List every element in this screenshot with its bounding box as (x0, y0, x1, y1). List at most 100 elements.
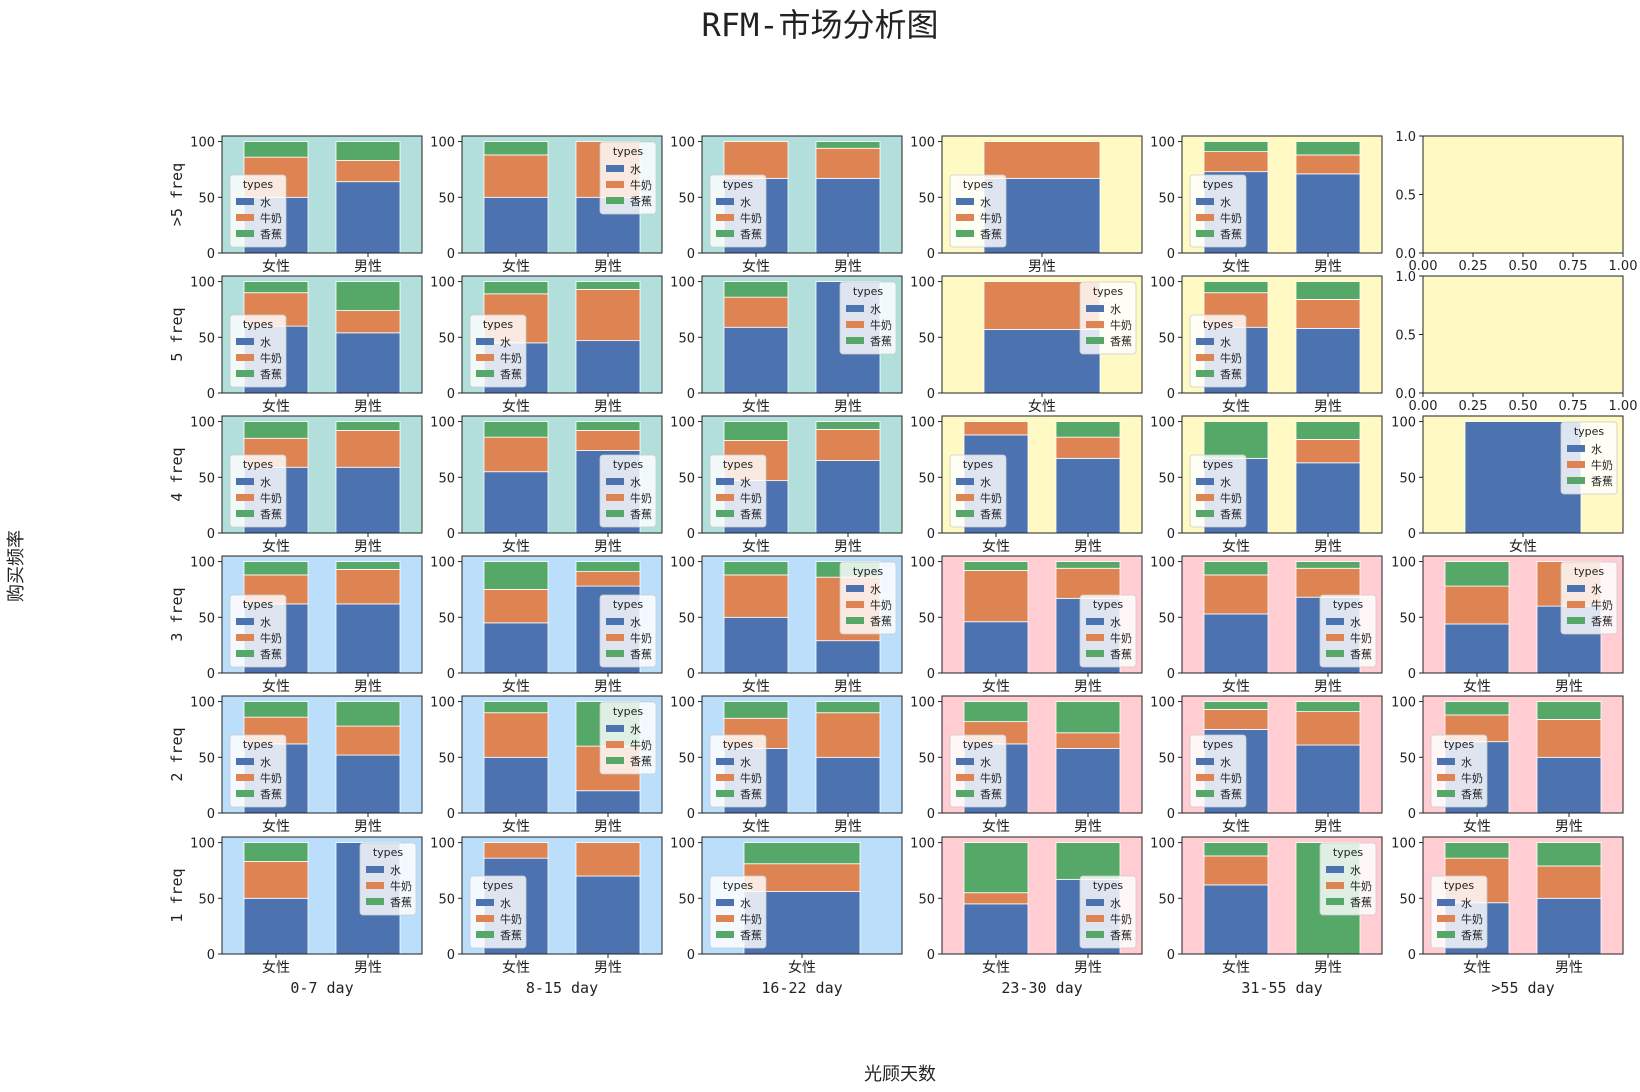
bar-segment-milk (723, 141, 789, 179)
legend-label: 香蕉 (630, 648, 652, 661)
y-tick-label: 50 (1399, 611, 1416, 626)
panel-frame (701, 275, 903, 394)
bar-segment-milk (483, 589, 549, 624)
bar-segment-milk (1055, 732, 1121, 749)
y-tick-label: 0 (447, 948, 455, 963)
legend-box (949, 454, 1007, 528)
y-tick-label: 1.0 (1395, 270, 1416, 285)
panel-frame (221, 135, 423, 254)
legend-swatch (606, 741, 624, 748)
x-category-label: 女性 (982, 678, 1010, 695)
legend-label: 水 (1220, 196, 1231, 209)
x-category-label: 女性 (262, 398, 290, 415)
legend-title: types (1203, 318, 1234, 331)
y-tick-label: 50 (198, 331, 215, 346)
bar-segment-milk (1295, 567, 1361, 598)
bar-segment-milk (963, 892, 1029, 905)
bar-segment-water (335, 332, 401, 394)
y-tick-label: 50 (1158, 471, 1175, 486)
legend-label: 香蕉 (260, 368, 282, 381)
legend-swatch (1086, 618, 1104, 625)
bar-segment-banana (1055, 561, 1121, 569)
y-tick-label: 100 (1391, 837, 1416, 852)
x-category-label: 男性 (1074, 960, 1102, 976)
x-category-label: 男性 (1074, 819, 1102, 835)
bar-segment-water (335, 754, 401, 814)
row-label: 2 freq (168, 727, 186, 781)
x-tick-label: 0.75 (1559, 399, 1588, 414)
panel-frame (1181, 555, 1383, 674)
legend-title: types (1093, 879, 1124, 892)
y-tick-label: 0 (687, 948, 695, 963)
legend-label: 牛奶 (500, 351, 522, 365)
legend-swatch (1086, 931, 1104, 938)
legend-label: 水 (1461, 756, 1472, 769)
x-category-label: 男性 (1074, 539, 1102, 555)
legend-box (1560, 421, 1618, 495)
legend-box (949, 734, 1007, 808)
legend-swatch (716, 931, 734, 938)
y-tick-label: 50 (678, 331, 695, 346)
x-category-label: 男性 (594, 819, 622, 835)
bar-segment-milk (815, 147, 881, 179)
y-tick-label: 0 (687, 247, 695, 262)
bar-segment-milk (483, 712, 549, 758)
panel-frame (221, 415, 423, 534)
legend-label: 香蕉 (260, 788, 282, 801)
legend-box (839, 561, 897, 635)
y-tick-label: 100 (670, 837, 695, 852)
bar-segment-banana (1203, 701, 1269, 710)
legend-swatch (606, 725, 624, 732)
bar-segment-banana (335, 141, 401, 161)
legend-label: 水 (980, 196, 991, 209)
legend-label: 牛奶 (500, 912, 522, 926)
legend-label: 水 (630, 723, 641, 736)
y-tick-label: 50 (438, 751, 455, 766)
panel-frame (701, 695, 903, 814)
legend-swatch (606, 618, 624, 625)
legend-box (599, 141, 657, 215)
legend-swatch (1567, 585, 1585, 592)
bar-segment-milk (335, 160, 401, 183)
legend-swatch (476, 338, 494, 345)
bar-segment-banana (483, 141, 549, 156)
legend-label: 香蕉 (1461, 929, 1483, 942)
panel-frame (941, 836, 1143, 955)
legend-label: 香蕉 (980, 228, 1002, 241)
x-category-label: 女性 (742, 258, 770, 275)
legend-box (1189, 734, 1247, 808)
y-tick-label: 50 (678, 751, 695, 766)
x-category-label: 男性 (1314, 679, 1342, 695)
bar-segment-banana (243, 561, 309, 576)
bar-segment-milk (723, 296, 789, 328)
y-tick-label: 0 (687, 387, 695, 402)
legend-title: types (963, 738, 994, 751)
y-tick-label: 100 (670, 276, 695, 291)
legend-title: types (373, 846, 404, 859)
legend-box (599, 454, 657, 528)
legend-swatch (236, 634, 254, 641)
y-tick-label: 0 (447, 247, 455, 262)
legend-swatch (1437, 758, 1455, 765)
panel-frame (461, 836, 663, 955)
bar-segment-water (963, 903, 1029, 955)
y-tick-label: 0 (927, 247, 935, 262)
legend-swatch (1567, 477, 1585, 484)
legend-label: 水 (260, 476, 271, 489)
legend-swatch (1196, 494, 1214, 501)
x-category-label: 女性 (1222, 678, 1250, 695)
legend-title: types (1203, 178, 1234, 191)
legend-label: 香蕉 (1220, 788, 1242, 801)
